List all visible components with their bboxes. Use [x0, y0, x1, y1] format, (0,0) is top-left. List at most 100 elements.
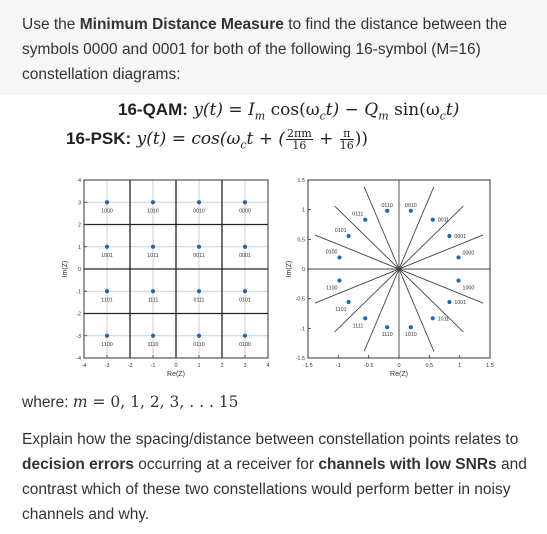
qam-sub-c-2: c [439, 109, 446, 123]
constellation-point [242, 333, 248, 338]
constellation-point-label: 1111 [353, 323, 364, 329]
y-tick-label: 1.5 [297, 178, 305, 184]
constellation-point [456, 278, 461, 283]
question-intro-rest: to find the distance between the symbols… [22, 16, 508, 83]
y-axis-label: Im(Z) [286, 261, 293, 278]
explanation-bold-2: channels with low SNRs [318, 456, 497, 473]
constellation-point-label: 0100 [326, 249, 338, 255]
qam-sin: sin(ω [388, 100, 440, 120]
constellation-point-label: 0111 [352, 212, 363, 218]
y-tick-label: 2 [78, 223, 81, 229]
constellation-point [150, 333, 156, 338]
x-tick-label: -1 [336, 363, 341, 369]
frac2-denominator: 16 [339, 139, 354, 152]
constellation-point [408, 325, 413, 330]
constellation-point [385, 325, 390, 330]
constellation-point [150, 200, 156, 205]
question-intro: Use the [22, 16, 80, 33]
constellation-point [337, 278, 342, 283]
constellation-point [430, 217, 435, 222]
constellation-point-label: 1011 [438, 316, 449, 322]
x-tick-label: -1.5 [303, 363, 312, 369]
explanation-text: Explain how the spacing/distance between… [22, 427, 532, 527]
constellation-point [447, 299, 452, 305]
constellation-point-label: 0000 [239, 208, 251, 214]
psk-plus: + [313, 129, 339, 149]
constellation-point-label: 1010 [405, 332, 417, 338]
constellation-point [363, 217, 368, 222]
constellation-point-label: 0001 [454, 234, 466, 240]
y-tick-label: -2 [76, 312, 81, 318]
constellation-point-label: 0110 [193, 342, 204, 348]
constellation-point [408, 208, 413, 213]
constellation-point-label: 1100 [326, 286, 337, 292]
y-tick-label: -1.5 [296, 356, 305, 362]
constellation-point [456, 255, 461, 260]
x-tick-label: -0.5 [364, 363, 373, 369]
constellation-point [196, 289, 202, 294]
y-tick-label: -1 [76, 289, 81, 295]
y-tick-label: 0 [78, 267, 81, 273]
constellation-point [104, 244, 110, 249]
explanation-part-1: Explain how the spacing/distance between… [22, 431, 519, 448]
x-tick-label: 1.5 [486, 363, 494, 369]
where-prefix: where: [22, 394, 73, 411]
constellation-point [385, 208, 390, 213]
constellation-point-label: 1011 [147, 253, 158, 259]
constellation-point-label: 0010 [405, 203, 417, 209]
constellation-point-label: 0110 [381, 203, 392, 209]
constellation-point [104, 289, 110, 294]
x-axis-label: Re(Z) [390, 371, 408, 378]
constellation-point-label: 1111 [148, 297, 159, 303]
y-tick-label: 0 [302, 267, 305, 273]
x-tick-label: -4 [82, 363, 87, 369]
constellation-point [196, 244, 202, 249]
constellation-point [196, 200, 202, 205]
constellation-point-label: 1010 [147, 208, 159, 214]
question-box: Use the Minimum Distance Measure to find… [0, 0, 547, 95]
x-tick-label: 4 [266, 363, 269, 369]
psk-equation: 16-PSK: y(t) = cos(ωct + (2πm 16 + π 16)) [66, 128, 368, 151]
qam-expr: y(t) = I [193, 100, 255, 120]
qam-equation-label: 16-QAM: [118, 100, 188, 119]
constellation-point [150, 289, 156, 294]
constellation-point-label: 0010 [193, 208, 205, 214]
constellation-point [430, 316, 435, 321]
qam-sub-c: c [319, 109, 326, 123]
qam-sub-m-2: m [378, 109, 389, 123]
where-m: m [72, 393, 88, 411]
qam-equation: 16-QAM: y(t) = Im cos(ωct) − Qm sin(ωct) [118, 100, 459, 122]
constellation-point-label: 1110 [148, 342, 159, 348]
where-line: where: m = 0, 1, 2, 3, . . . 15 [22, 393, 239, 412]
constellation-point [346, 233, 351, 239]
y-tick-label: 0.5 [297, 237, 305, 243]
x-tick-label: 0.5 [426, 363, 434, 369]
constellation-point-label: 0111 [194, 297, 205, 303]
psk-end: )) [354, 129, 369, 149]
constellation-point-label: 1101 [101, 297, 112, 303]
constellation-point-label: 0101 [335, 228, 347, 234]
constellation-point-label: 1000 [463, 286, 475, 292]
x-axis-label: Re(Z) [167, 371, 185, 378]
psk-t: t + ( [246, 129, 286, 149]
constellation-point-label: 1001 [101, 253, 113, 259]
decision-boundary-ray [314, 234, 484, 304]
psk-constellation-chart: -1.5 -1 -0.5 0 0.5 1 1.5 1.5 1 0.5 0 -0.5 -1 -1.5 Re(Z… [286, 178, 494, 378]
y-tick-label: 3 [78, 200, 81, 206]
y-axis-label: Im(Z) [62, 261, 69, 278]
explanation-part-2: occurring at a receiver for [134, 456, 319, 473]
constellation-point-label: 1101 [335, 307, 346, 313]
y-tick-label: -3 [76, 334, 81, 340]
constellation-point-label: 0011 [438, 218, 449, 224]
frac1-denominator: 16 [292, 139, 307, 152]
y-tick-label: 1 [78, 245, 81, 251]
constellation-point [242, 200, 248, 205]
qam-mid: t) − Q [325, 100, 379, 120]
x-tick-label: 2 [220, 363, 223, 369]
constellation-point [447, 233, 452, 239]
x-tick-label: 0 [174, 363, 177, 369]
constellation-point [104, 200, 110, 205]
constellation-point [104, 333, 110, 338]
psk-expr: y(t) = cos(ω [136, 129, 241, 149]
x-tick-label: -1 [151, 363, 156, 369]
